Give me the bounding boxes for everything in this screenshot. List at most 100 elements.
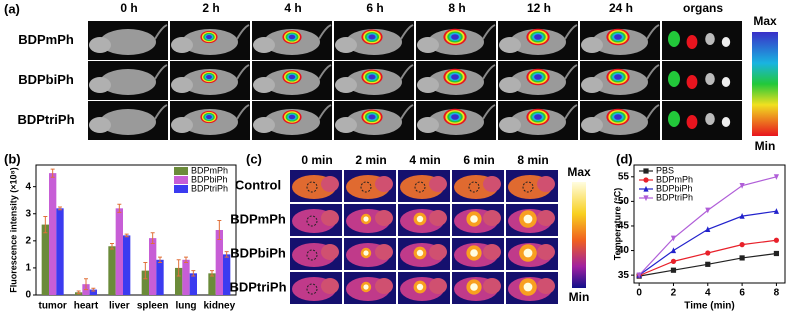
bar: [108, 246, 116, 295]
heat-spot: [451, 34, 459, 40]
heat-spot: [206, 114, 212, 120]
error-bar: [191, 270, 196, 277]
legend-swatch: [174, 167, 188, 175]
y-axis-label: Temperature (°C): [612, 188, 622, 260]
y-tick-label: 35: [618, 270, 630, 281]
mouse-head: [89, 117, 111, 133]
mouse-head: [499, 37, 521, 53]
mouse-head: [537, 244, 555, 260]
marker: [705, 250, 711, 256]
bar: [156, 259, 164, 295]
marker: [643, 185, 649, 192]
row-label: BDPbiPh: [18, 72, 74, 87]
column-header: 2 h: [202, 1, 219, 15]
mouse-head: [89, 77, 111, 93]
column-header: 2 min: [355, 153, 386, 167]
marker: [670, 235, 677, 242]
bar: [175, 267, 183, 295]
y-axis-label: Fluorescence intensity (×10⁸): [8, 167, 18, 293]
mouse-head: [429, 176, 447, 192]
organ: [686, 115, 698, 129]
mouse-head: [335, 77, 357, 93]
error-bar: [84, 278, 88, 291]
mouse-head: [417, 117, 439, 133]
error-bar: [176, 259, 181, 277]
mouse-head: [375, 176, 393, 192]
x-tick-label: tumor: [38, 301, 66, 312]
legend-label: BDPtriPh: [656, 192, 693, 202]
row-label: BDPtriPh: [229, 279, 286, 294]
mouse-head: [537, 176, 555, 192]
mouse-head: [171, 37, 193, 53]
error-bar: [117, 203, 122, 213]
marker: [739, 183, 745, 189]
column-header: 6 min: [463, 153, 494, 167]
mouse-tail: [236, 24, 250, 40]
marker: [705, 207, 711, 214]
organ: [705, 113, 715, 125]
x-tick-label: kidney: [203, 301, 235, 312]
mouse-head: [581, 117, 603, 133]
mouse-tail: [482, 104, 496, 120]
mouse-head: [321, 278, 339, 294]
mouse-body: [100, 29, 156, 55]
heat-spot: [614, 114, 622, 120]
legend-label: BDPtriPh: [191, 183, 228, 193]
row-label: BDPmPh: [230, 211, 286, 226]
mouse-tail: [154, 64, 168, 80]
marker: [705, 226, 711, 233]
x-tick-label: 2: [671, 288, 677, 299]
error-bar: [224, 251, 229, 258]
marker: [739, 213, 745, 219]
bar: [208, 273, 216, 295]
bar: [49, 173, 57, 295]
heat-spot: [416, 283, 424, 291]
organ: [668, 31, 680, 47]
organ: [668, 71, 680, 87]
plot-frame: [35, 164, 237, 296]
mouse-head: [321, 210, 339, 226]
marker: [643, 168, 649, 174]
panel-label: (b): [4, 151, 21, 166]
mouse-body: [100, 109, 156, 135]
mouse-tail: [318, 104, 332, 120]
scale-min: Min: [569, 290, 590, 304]
error-bar: [50, 168, 55, 178]
column-header: 8 min: [517, 153, 548, 167]
bar: [189, 273, 197, 295]
organ: [721, 77, 731, 87]
x-tick-label: lung: [175, 301, 196, 312]
heat-spot: [368, 34, 376, 40]
mouse-head: [581, 77, 603, 93]
heat-spot: [451, 74, 459, 80]
marker: [739, 242, 745, 248]
mouse-head: [499, 117, 521, 133]
mouse-tail: [646, 64, 660, 80]
heat-spot: [614, 74, 622, 80]
tumor-outline: [306, 249, 318, 261]
marker: [773, 174, 780, 180]
tumor-outline: [468, 181, 480, 193]
heat-spot: [523, 282, 533, 292]
tumor-outline: [306, 181, 318, 193]
mouse-tail: [154, 104, 168, 120]
plot-frame: [633, 164, 786, 284]
mouse-tail: [318, 24, 332, 40]
mouse-tail: [400, 64, 414, 80]
error-bar: [217, 220, 222, 240]
row-label: Control: [235, 177, 281, 192]
heat-spot: [534, 34, 542, 40]
y-tick-label: 0: [25, 290, 31, 301]
tumor-outline: [306, 283, 318, 295]
tumor-outline: [414, 181, 426, 193]
mouse-tail: [400, 104, 414, 120]
x-tick-label: 6: [739, 288, 745, 299]
color-scale: [752, 32, 778, 136]
bar: [89, 289, 97, 295]
mouse-tail: [564, 104, 578, 120]
bar: [149, 238, 157, 295]
mouse-head: [483, 176, 501, 192]
heat-spot: [363, 284, 369, 290]
error-bar: [143, 262, 148, 280]
